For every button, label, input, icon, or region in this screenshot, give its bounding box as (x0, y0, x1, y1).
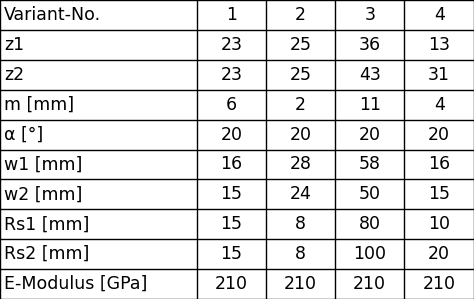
Text: 20: 20 (220, 126, 242, 144)
Text: w1 [mm]: w1 [mm] (4, 155, 82, 173)
Text: 24: 24 (290, 185, 311, 203)
Text: w2 [mm]: w2 [mm] (4, 185, 82, 203)
Text: 15: 15 (428, 185, 450, 203)
Text: 58: 58 (359, 155, 381, 173)
Text: 20: 20 (428, 126, 450, 144)
Text: 15: 15 (220, 215, 242, 233)
Text: z2: z2 (4, 66, 24, 84)
Text: 100: 100 (353, 245, 386, 263)
Text: 13: 13 (428, 36, 450, 54)
Text: 6: 6 (226, 96, 237, 114)
Text: 210: 210 (284, 275, 317, 293)
Text: 28: 28 (290, 155, 311, 173)
Text: 36: 36 (359, 36, 381, 54)
Text: Rs1 [mm]: Rs1 [mm] (4, 215, 89, 233)
Text: 43: 43 (359, 66, 381, 84)
Text: 25: 25 (290, 36, 311, 54)
Text: 8: 8 (295, 245, 306, 263)
Text: 31: 31 (428, 66, 450, 84)
Text: 8: 8 (295, 215, 306, 233)
Text: 15: 15 (220, 245, 242, 263)
Text: 4: 4 (434, 96, 445, 114)
Text: 16: 16 (220, 155, 242, 173)
Text: 25: 25 (290, 66, 311, 84)
Text: 80: 80 (359, 215, 381, 233)
Text: 2: 2 (295, 96, 306, 114)
Text: 1: 1 (226, 6, 237, 24)
Text: 11: 11 (359, 96, 381, 114)
Text: Rs2 [mm]: Rs2 [mm] (4, 245, 89, 263)
Text: 16: 16 (428, 155, 450, 173)
Text: 4: 4 (434, 6, 445, 24)
Text: 23: 23 (220, 36, 242, 54)
Text: 210: 210 (353, 275, 386, 293)
Text: 3: 3 (364, 6, 375, 24)
Text: 20: 20 (290, 126, 311, 144)
Text: z1: z1 (4, 36, 24, 54)
Text: Variant-No.: Variant-No. (4, 6, 101, 24)
Text: 10: 10 (428, 215, 450, 233)
Text: α [°]: α [°] (4, 126, 43, 144)
Text: E-Modulus [GPa]: E-Modulus [GPa] (4, 275, 147, 293)
Text: 210: 210 (423, 275, 456, 293)
Text: 50: 50 (359, 185, 381, 203)
Text: 20: 20 (359, 126, 381, 144)
Text: 23: 23 (220, 66, 242, 84)
Text: 20: 20 (428, 245, 450, 263)
Text: 15: 15 (220, 185, 242, 203)
Text: m [mm]: m [mm] (4, 96, 74, 114)
Text: 210: 210 (215, 275, 248, 293)
Text: 2: 2 (295, 6, 306, 24)
